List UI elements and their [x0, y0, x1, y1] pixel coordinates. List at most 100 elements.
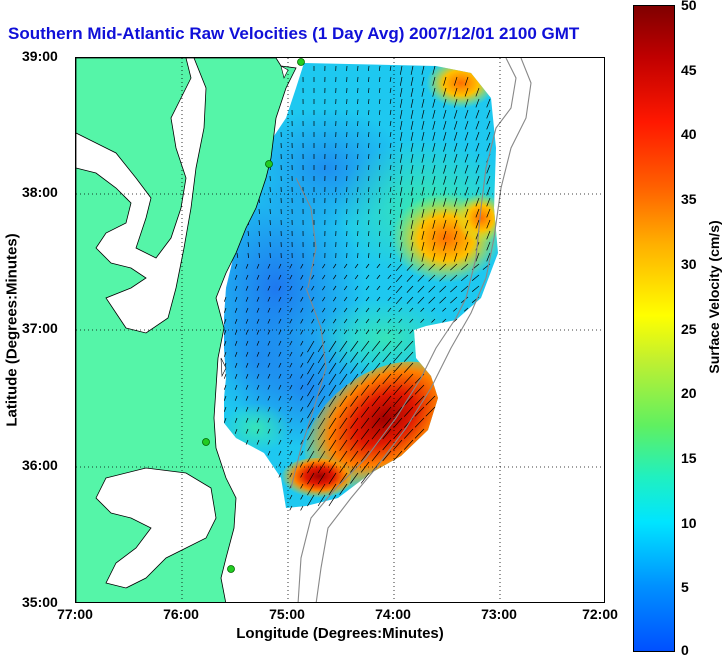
- velocity-arrow: [368, 252, 370, 259]
- velocity-arrow: [464, 98, 469, 108]
- velocity-arrow: [234, 340, 238, 346]
- station-marker[interactable]: [265, 160, 273, 168]
- velocity-arrow: [328, 483, 337, 496]
- velocity-arrow: [393, 417, 403, 429]
- velocity-arrow: [428, 296, 436, 304]
- velocity-arrow: [300, 296, 304, 302]
- velocity-arrow: [406, 296, 414, 304]
- colorbar-tick: 5: [681, 579, 689, 595]
- velocity-arrow: [395, 263, 403, 272]
- velocity-arrow: [410, 98, 414, 108]
- velocity-arrow: [399, 197, 403, 207]
- velocity-arrow: [432, 153, 436, 163]
- velocity-arrow: [245, 318, 249, 324]
- velocity-arrow: [245, 307, 249, 313]
- velocity-arrow: [399, 120, 403, 130]
- velocity-arrow: [317, 450, 326, 463]
- velocity-arrow: [368, 197, 370, 204]
- velocity-arrow: [421, 175, 425, 185]
- velocity-arrow: [421, 230, 425, 240]
- velocity-arrow: [399, 252, 403, 262]
- velocity-arrow: [278, 439, 282, 445]
- velocity-arrow: [453, 98, 458, 108]
- velocity-arrow: [450, 285, 458, 293]
- velocity-arrow: [410, 142, 414, 152]
- velocity-arrow: [258, 230, 260, 237]
- velocity-arrow: [234, 351, 238, 357]
- velocity-arrow: [300, 307, 304, 313]
- velocity-arrow: [432, 120, 436, 130]
- velocity-arrow: [486, 230, 491, 240]
- velocity-arrow: [278, 351, 282, 357]
- velocity-arrow: [333, 263, 337, 269]
- velocity-arrow: [387, 318, 392, 324]
- velocity-arrow: [234, 263, 238, 269]
- colorbar-label: Surface Velocity (cm/s): [706, 220, 722, 374]
- station-marker[interactable]: [297, 58, 305, 66]
- velocity-arrow: [311, 285, 315, 291]
- velocity-arrow: [389, 109, 392, 115]
- velocity-arrow: [339, 439, 348, 451]
- colorbar-tick: 35: [681, 191, 697, 207]
- velocity-arrow: [421, 153, 425, 163]
- station-marker[interactable]: [227, 565, 235, 573]
- velocity-arrow: [368, 109, 370, 116]
- velocity-arrow: [317, 428, 326, 441]
- velocity-arrow: [393, 406, 403, 418]
- velocity-arrow: [322, 296, 326, 302]
- velocity-arrow: [267, 263, 271, 269]
- station-marker[interactable]: [202, 438, 210, 446]
- velocity-arrow: [307, 373, 315, 386]
- velocity-arrow: [267, 296, 271, 302]
- velocity-arrow: [256, 362, 260, 368]
- velocity-arrow: [410, 153, 414, 163]
- velocity-arrow: [256, 373, 260, 379]
- velocity-arrow: [354, 285, 359, 291]
- velocity-arrow: [357, 175, 359, 182]
- velocity-arrow: [343, 307, 348, 313]
- velocity-arrow: [267, 362, 271, 368]
- velocity-arrow: [432, 186, 436, 196]
- velocity-arrow: [382, 428, 392, 440]
- velocity-arrow: [267, 384, 271, 390]
- velocity-arrow: [267, 329, 271, 335]
- velocity-arrow: [393, 340, 403, 352]
- velocity-arrow: [431, 307, 436, 312]
- velocity-arrow: [245, 296, 249, 302]
- velocity-arrow: [389, 164, 392, 170]
- velocity-arrow: [311, 296, 315, 302]
- velocity-arrow: [464, 175, 469, 185]
- velocity-arrow: [393, 362, 403, 374]
- velocity-arrow: [339, 384, 348, 396]
- velocity-arrow: [389, 241, 392, 247]
- velocity-arrow: [289, 494, 293, 500]
- velocity-arrow: [339, 395, 348, 407]
- velocity-arrow: [322, 263, 326, 269]
- velocity-arrow: [453, 307, 458, 312]
- velocity-arrow: [322, 285, 326, 291]
- velocity-arrow: [368, 219, 370, 226]
- map-plot-area[interactable]: [75, 57, 605, 603]
- velocity-arrow: [464, 76, 469, 86]
- velocity-arrow: [409, 318, 414, 323]
- velocity-arrow: [376, 307, 381, 313]
- velocity-arrow: [256, 428, 260, 434]
- velocity-arrow: [247, 241, 249, 248]
- velocity-arrow: [399, 153, 403, 163]
- velocity-arrow: [432, 175, 436, 185]
- velocity-arrow: [245, 340, 249, 346]
- velocity-arrow: [289, 406, 293, 412]
- velocity-arrow: [382, 351, 392, 363]
- velocity-arrow: [307, 362, 315, 375]
- velocity-arrow: [382, 450, 392, 462]
- velocity-arrow: [300, 285, 304, 291]
- velocity-arrow: [378, 98, 381, 104]
- velocity-arrow: [417, 285, 425, 293]
- velocity-arrow: [442, 318, 447, 323]
- velocity-arrow: [300, 329, 304, 335]
- velocity-arrow: [278, 340, 282, 346]
- velocity-arrow: [267, 340, 271, 346]
- velocity-arrow: [258, 241, 260, 248]
- velocity-arrow: [360, 351, 370, 363]
- velocity-arrow: [432, 131, 436, 141]
